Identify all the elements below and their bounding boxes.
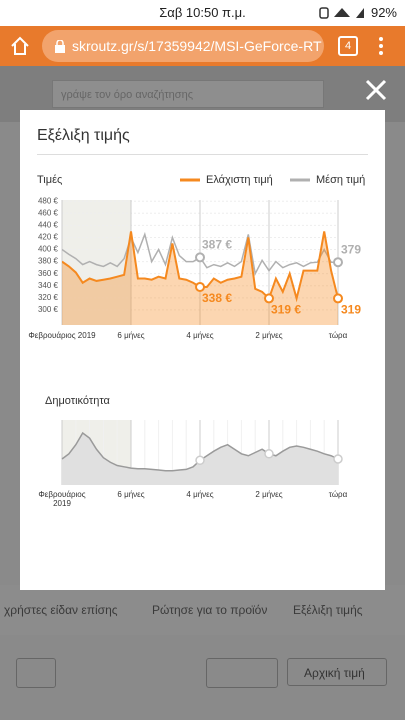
filter-button[interactable]: [16, 658, 56, 688]
battery: 92%: [370, 5, 397, 20]
point-marker: [333, 293, 343, 304]
y-tick-label: 460 €: [38, 208, 59, 217]
value-label: 387 €: [202, 238, 232, 252]
price-chart: Τιμές Ελάχιστη τιμή Μέση τιμή 300 € 320 € 340…: [28, 174, 365, 340]
point-marker: [195, 455, 205, 466]
close-button[interactable]: [364, 78, 388, 102]
x-tick-label: 4 μήνες: [186, 331, 213, 340]
x-tick-label: Φεβρουάριος 2019: [28, 331, 96, 340]
popularity-plot: Δημοτικότητα: [45, 395, 343, 485]
tabs-row: χρήστες είδαν επίσης Ρώτησε για το προϊό…: [0, 585, 405, 635]
search-input[interactable]: γράψε τον όρο αναζήτησης: [52, 80, 324, 108]
point-marker: [333, 454, 343, 464]
tab[interactable]: Εξέλιξη τιμής: [293, 603, 363, 617]
x-tick-label: τώρα: [329, 331, 348, 340]
x-tick-label: 2 μήνες: [255, 331, 282, 340]
tab[interactable]: Ρώτησε για το προϊόν: [152, 603, 268, 617]
lock-icon: [55, 40, 65, 53]
point-marker: [264, 449, 274, 459]
y-tick-label: 340 €: [38, 281, 59, 290]
x-tick-label: Φεβρουάριος 2019: [38, 490, 86, 508]
y-tick-label: 400 €: [38, 245, 59, 254]
url-bar[interactable]: skroutz.gr/s/17359942/MSI-GeForce-RT: [42, 30, 324, 62]
y-tick-label: 360 €: [38, 269, 59, 278]
y-tick-label: 320 €: [38, 293, 59, 302]
clock: Σαβ 10:50 π.μ.: [159, 5, 246, 20]
value-label: 338 €: [202, 291, 232, 305]
value-label: 319 €: [271, 303, 301, 317]
tab[interactable]: χρήστες είδαν επίσης: [4, 603, 118, 617]
area: [62, 433, 338, 485]
x-tick-label: 2 μήνες: [255, 490, 283, 499]
shipping-button[interactable]: [206, 658, 278, 688]
legend-label: Μέση τιμή: [316, 174, 365, 186]
chart-title: Δημοτικότητα: [45, 395, 111, 407]
x-tick-label: 6 μήνες: [117, 331, 144, 340]
home-button[interactable]: [8, 34, 32, 58]
point-marker: [195, 281, 205, 292]
status-bar: Σαβ 10:50 π.μ. 92%: [0, 0, 405, 26]
legend-label: Ελάχιστη τιμή: [206, 174, 273, 186]
chart-title: Τιμές: [37, 174, 62, 186]
status-icons: [319, 7, 364, 19]
y-tick-label: 480 €: [38, 196, 59, 205]
y-tick-label: 420 €: [38, 233, 59, 242]
value-label: 319: [341, 303, 361, 317]
value-label: 379: [341, 242, 361, 256]
x-tick-label: 4 μήνες: [186, 490, 214, 499]
popularity-chart: Δημοτικότητα Φεβρουάριος 2019 6 μήνες 4 μή…: [20, 385, 385, 535]
divider: [37, 154, 368, 155]
sort-dropdown[interactable]: Αρχική τιμή: [287, 658, 387, 686]
tab-count[interactable]: 4: [338, 36, 358, 56]
x-tick-label: τώρα: [328, 490, 348, 499]
point-marker: [333, 257, 343, 268]
point-marker: [264, 293, 274, 304]
modal-title: Εξέλιξη τιμής: [37, 127, 130, 144]
x-tick-label: 6 μήνες: [117, 490, 145, 499]
point-marker: [195, 252, 205, 263]
history-shade: [62, 200, 131, 325]
y-tick-label: 380 €: [38, 257, 59, 266]
url: skroutz.gr/s/17359942/MSI-GeForce-RT: [72, 38, 322, 54]
browser-bar: skroutz.gr/s/17359942/MSI-GeForce-RT 4: [0, 26, 405, 66]
y-tick-label: 300 €: [38, 305, 59, 314]
y-tick-label: 440 €: [38, 220, 59, 229]
modal: Εξέλιξη τιμής Τιμές Ελάχιστη τιμή Μέση τιμ…: [20, 110, 385, 590]
menu-button[interactable]: [376, 34, 386, 58]
